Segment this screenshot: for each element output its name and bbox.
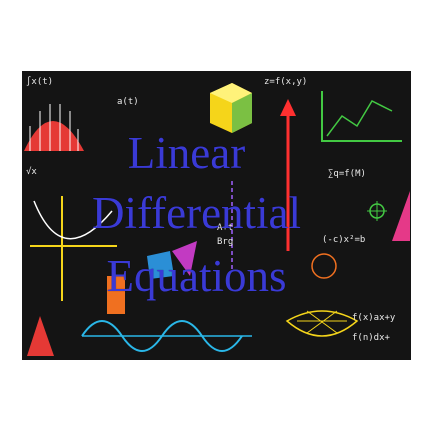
green-axes <box>321 91 402 142</box>
orange-circle <box>311 253 337 279</box>
formula-text: z=f(x,y) <box>264 77 308 87</box>
math-doodles <box>24 83 410 356</box>
red-dome-shape <box>24 121 84 151</box>
magenta-triangle <box>172 241 197 276</box>
formula-text: ∑q=f(M) <box>328 169 366 179</box>
cover-artwork: ∫x(t) a(t) z=f(x,y) √x A+t Brg (-c)x²=b … <box>22 71 411 360</box>
formula-text: f(x)ax+y <box>352 313 396 323</box>
dome-grid-lines <box>29 104 79 151</box>
formula-text: Brg <box>217 237 234 247</box>
formula-text: √x <box>26 167 37 177</box>
red-arrow-head <box>280 99 296 116</box>
cube-top <box>210 83 252 103</box>
cover-title-line-1: Linear <box>127 128 246 178</box>
formula-text: (-c)x²=b <box>322 235 366 245</box>
formula-text: A+t <box>217 223 234 233</box>
green-polyline <box>326 100 393 137</box>
mesh-lines <box>297 310 347 334</box>
formula-text: f(n)dx+ <box>352 333 390 343</box>
red-triangle <box>27 316 54 356</box>
blue-quad <box>147 251 174 279</box>
formula-text: ∫x(t) <box>26 77 54 87</box>
orange-bar <box>107 276 125 314</box>
cover-title-line-2: Differential <box>91 188 302 238</box>
cube-side <box>232 93 252 133</box>
formula-text: a(t) <box>117 97 139 107</box>
white-curve <box>33 200 113 240</box>
cover-title-line-3: Equations <box>106 251 287 301</box>
yellow-mesh <box>285 310 359 337</box>
pink-triangle <box>392 191 410 241</box>
